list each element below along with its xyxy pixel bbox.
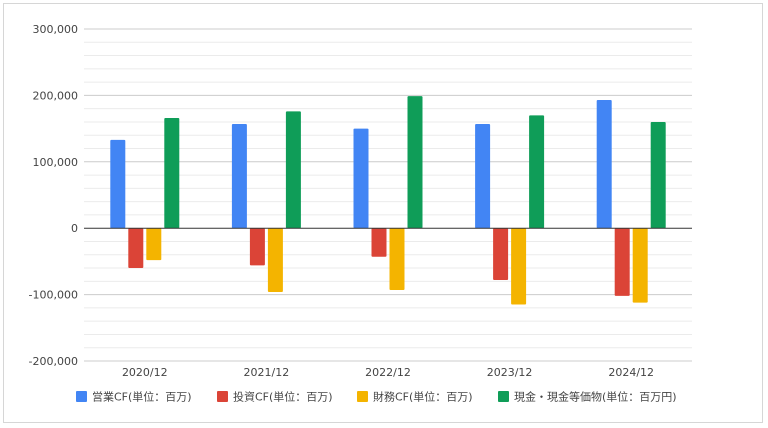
y-tick-label: 0	[71, 222, 78, 235]
bar-2020-12-series-2	[146, 228, 162, 261]
y-tick-label: 300,000	[33, 23, 79, 36]
legend-label: 投資CF(単位：百万)	[233, 390, 333, 404]
bar-2023-12-series-2	[511, 228, 527, 305]
legend-label: 財務CF(単位：百万)	[373, 390, 473, 404]
x-tick-label: 2020/12	[122, 366, 168, 379]
bar-2023-12-series-1	[493, 228, 509, 280]
bar-2021-12-series-2	[267, 228, 283, 292]
bar-2024-12-series-1	[614, 228, 630, 296]
x-tick-label: 2022/12	[365, 366, 411, 379]
legend-label: 営業CF(単位：百万)	[92, 390, 192, 404]
y-tick-label: 100,000	[33, 156, 79, 169]
bar-2022-12-series-1	[371, 228, 387, 257]
bars	[110, 96, 666, 305]
bar-2020-12-series-1	[128, 228, 144, 269]
x-tick-label: 2023/12	[487, 366, 533, 379]
y-tick-label: 200,000	[33, 89, 79, 102]
y-tick-label: -200,000	[29, 355, 78, 368]
gridlines	[84, 28, 692, 362]
bar-2020-12-series-0	[110, 139, 126, 229]
bar-2021-12-series-3	[285, 111, 301, 229]
legend-swatch	[217, 391, 228, 402]
bar-2024-12-series-3	[650, 121, 666, 229]
bar-2023-12-series-0	[475, 123, 491, 229]
legend-swatch	[76, 391, 87, 402]
bar-2024-12-series-0	[596, 100, 612, 229]
bar-2022-12-series-2	[389, 228, 405, 290]
bar-2023-12-series-3	[529, 115, 545, 229]
legend: 営業CF(単位：百万) 投資CF(単位：百万) 財務CF(単位：百万) 現金・現金等価…	[76, 390, 677, 404]
bar-2021-12-series-0	[231, 123, 247, 229]
legend-swatch	[357, 391, 368, 402]
bar-2024-12-series-2	[632, 228, 648, 303]
x-tick-label: 2024/12	[608, 366, 654, 379]
y-tick-label: -100,000	[29, 289, 78, 302]
bar-2021-12-series-1	[249, 228, 265, 266]
bar-2020-12-series-3	[164, 117, 180, 229]
y-axis-ticks: 300,000 200,000 100,000 0 -100,000 -200,000	[29, 23, 78, 368]
x-tick-label: 2021/12	[244, 366, 290, 379]
x-axis-ticks: 2020/12 2021/12 2022/12 2023/12 2024/12	[122, 366, 654, 379]
bar-2022-12-series-3	[407, 96, 423, 229]
chart-frame	[3, 3, 763, 423]
bar-2022-12-series-0	[353, 128, 369, 229]
legend-swatch	[498, 391, 509, 402]
legend-label: 現金・現金等価物(単位：百万円)	[514, 390, 677, 404]
